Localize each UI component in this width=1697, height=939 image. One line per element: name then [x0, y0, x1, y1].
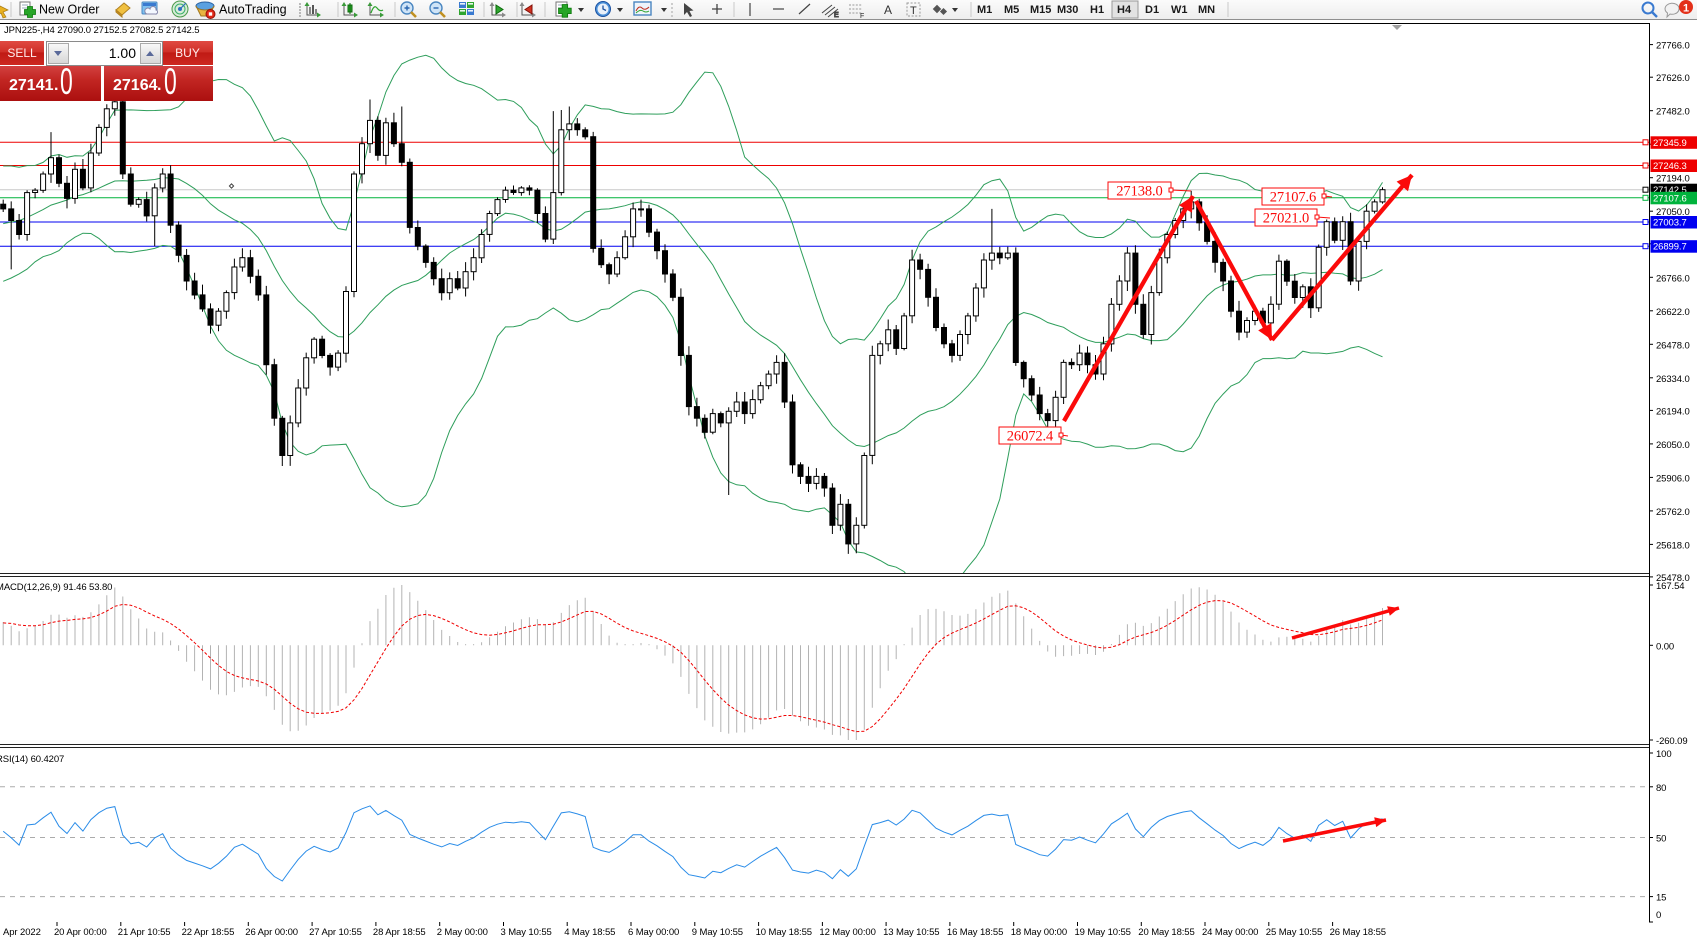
svg-text:AutoTrading: AutoTrading — [219, 3, 287, 17]
svg-text:19 May 10:55: 19 May 10:55 — [1075, 927, 1131, 938]
svg-text:24 May 00:00: 24 May 00:00 — [1202, 927, 1258, 938]
svg-text:27 Apr 10:55: 27 Apr 10:55 — [309, 927, 362, 938]
svg-text:W1: W1 — [1171, 4, 1188, 16]
svg-text:25478.0: 25478.0 — [1656, 573, 1690, 584]
svg-text:26334.0: 26334.0 — [1656, 374, 1690, 385]
svg-text:T: T — [910, 5, 917, 17]
svg-text:2 May 00:00: 2 May 00:00 — [437, 927, 488, 938]
svg-text:27138.0: 27138.0 — [1116, 184, 1162, 200]
svg-text:20 May 18:55: 20 May 18:55 — [1138, 927, 1194, 938]
svg-text:M5: M5 — [1004, 4, 1019, 16]
svg-text:26194.0: 26194.0 — [1656, 406, 1690, 417]
svg-text:27021.0: 27021.0 — [1263, 211, 1309, 227]
svg-text:6 May 00:00: 6 May 00:00 — [628, 927, 679, 938]
svg-text:21 Apr 10:55: 21 Apr 10:55 — [118, 927, 171, 938]
svg-text:26622.0: 26622.0 — [1656, 307, 1690, 318]
svg-text:10 May 18:55: 10 May 18:55 — [756, 927, 812, 938]
svg-text:18 May 00:00: 18 May 00:00 — [1011, 927, 1067, 938]
svg-text:13 May 10:55: 13 May 10:55 — [883, 927, 939, 938]
svg-text:MN: MN — [1198, 4, 1215, 16]
svg-text:M30: M30 — [1057, 4, 1078, 16]
svg-text:H1: H1 — [1090, 4, 1104, 16]
svg-text:Apr 2022: Apr 2022 — [3, 927, 41, 938]
svg-text:26478.0: 26478.0 — [1656, 340, 1690, 351]
svg-text:1: 1 — [1683, 3, 1689, 15]
svg-text:MACD(12,26,9) 91.46 53.80: MACD(12,26,9) 91.46 53.80 — [0, 582, 112, 593]
svg-text:26899.7: 26899.7 — [1653, 242, 1687, 253]
svg-text:80: 80 — [1656, 783, 1666, 794]
svg-text:RSI(14) 60.4207: RSI(14) 60.4207 — [0, 754, 64, 765]
svg-text:26 Apr 00:00: 26 Apr 00:00 — [245, 927, 298, 938]
svg-text:9 May 10:55: 9 May 10:55 — [692, 927, 743, 938]
svg-text:H4: H4 — [1117, 4, 1132, 16]
svg-text:27142.5: 27142.5 — [1653, 185, 1687, 196]
svg-text:27626.0: 27626.0 — [1656, 73, 1690, 84]
svg-text:M15: M15 — [1030, 4, 1051, 16]
svg-text:A: A — [884, 3, 892, 17]
svg-text:16 May 18:55: 16 May 18:55 — [947, 927, 1003, 938]
svg-text:27107.6: 27107.6 — [1653, 193, 1687, 204]
svg-text:12 May 00:00: 12 May 00:00 — [819, 927, 875, 938]
svg-text:28 Apr 18:55: 28 Apr 18:55 — [373, 927, 426, 938]
svg-text:50: 50 — [1656, 834, 1666, 845]
svg-text:26050.0: 26050.0 — [1656, 440, 1690, 451]
svg-text:27050.0: 27050.0 — [1656, 207, 1690, 218]
svg-text:26766.0: 26766.0 — [1656, 273, 1690, 284]
svg-text:F: F — [860, 13, 864, 19]
svg-text:27482.0: 27482.0 — [1656, 107, 1690, 118]
svg-text:27003.7: 27003.7 — [1653, 218, 1687, 229]
svg-text:0: 0 — [1656, 910, 1661, 921]
svg-text:27766.0: 27766.0 — [1656, 41, 1690, 52]
svg-text:E: E — [834, 12, 839, 19]
svg-text:27345.9: 27345.9 — [1653, 138, 1687, 149]
svg-text:20 Apr 00:00: 20 Apr 00:00 — [54, 927, 107, 938]
svg-text:New Order: New Order — [39, 3, 99, 17]
svg-text:26072.4: 26072.4 — [1007, 429, 1054, 445]
svg-text:25762.0: 25762.0 — [1656, 507, 1690, 518]
svg-text:27246.3: 27246.3 — [1653, 161, 1687, 172]
svg-text:D1: D1 — [1145, 4, 1159, 16]
svg-text:100: 100 — [1656, 749, 1672, 760]
svg-text:3 May 10:55: 3 May 10:55 — [501, 927, 552, 938]
svg-text:167.54: 167.54 — [1656, 581, 1684, 592]
svg-text:-260.09: -260.09 — [1656, 736, 1688, 747]
svg-text:22 Apr 18:55: 22 Apr 18:55 — [182, 927, 235, 938]
svg-text:25618.0: 25618.0 — [1656, 540, 1690, 551]
svg-text:M1: M1 — [977, 4, 992, 16]
svg-text:4 May 18:55: 4 May 18:55 — [564, 927, 615, 938]
svg-text:25 May 10:55: 25 May 10:55 — [1266, 927, 1322, 938]
svg-text:27107.6: 27107.6 — [1270, 190, 1316, 206]
svg-text:JPN225-,H4 27090.0 27152.5 27: JPN225-,H4 27090.0 27152.5 27082.5 27142… — [4, 25, 199, 36]
svg-text:25906.0: 25906.0 — [1656, 473, 1690, 484]
svg-text:26 May 18:55: 26 May 18:55 — [1330, 927, 1386, 938]
svg-text:27194.0: 27194.0 — [1656, 174, 1690, 185]
svg-text:0.00: 0.00 — [1656, 641, 1674, 652]
svg-text:15: 15 — [1656, 893, 1666, 904]
